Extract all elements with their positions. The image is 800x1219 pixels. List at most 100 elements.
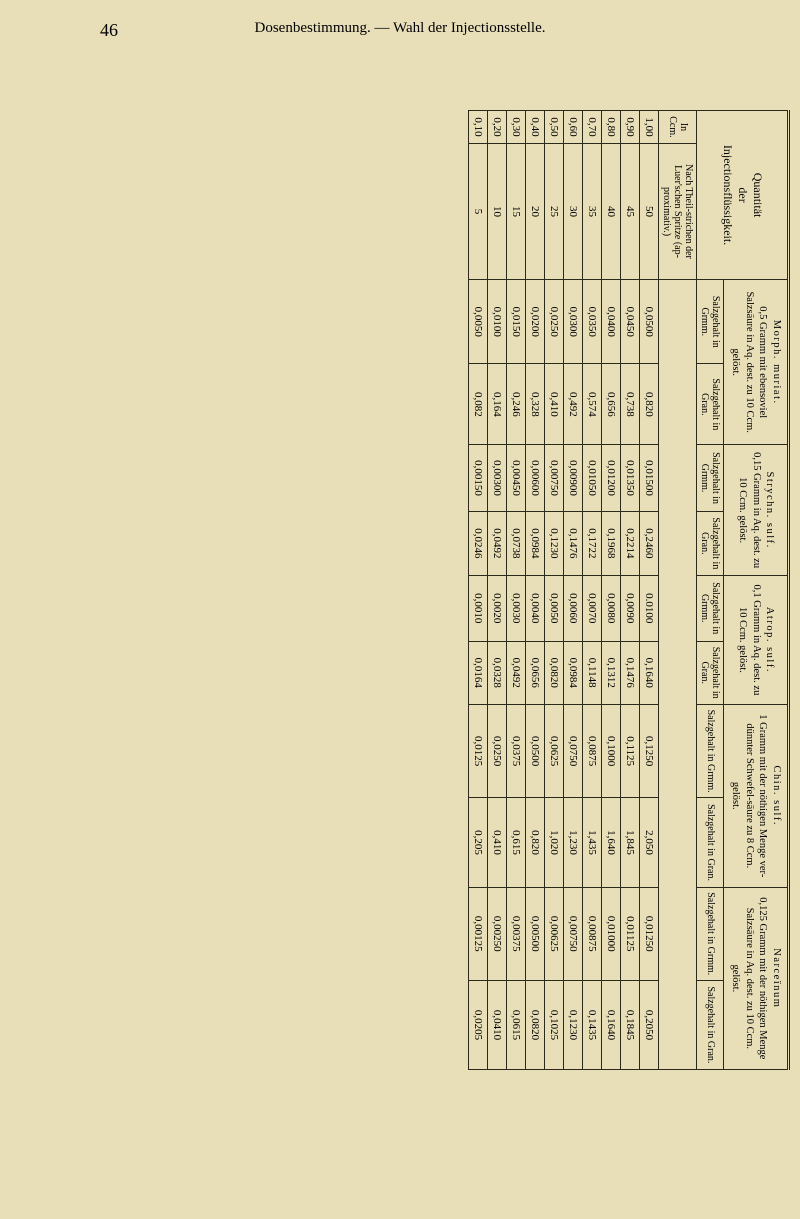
data-cell: 0,0090 <box>621 575 640 641</box>
data-cell: 0,00600 <box>526 445 545 512</box>
data-cell: 0,0500 <box>526 704 545 798</box>
data-cell: 0,01125 <box>621 887 640 980</box>
data-cell: 0,0350 <box>583 280 602 364</box>
data-cell: 0,0492 <box>507 641 526 704</box>
data-cell: 0,0875 <box>583 704 602 798</box>
data-cell: 35 <box>583 143 602 279</box>
data-cell: 0,1125 <box>621 704 640 798</box>
data-cell: 0,1025 <box>545 980 564 1069</box>
data-cell: 10 <box>488 143 507 279</box>
data-cell: 0,0150 <box>507 280 526 364</box>
data-cell: 0,00150 <box>469 445 488 512</box>
data-cell: 0,0750 <box>564 704 583 798</box>
data-cell: 0,0205 <box>469 980 488 1069</box>
page-title: Dosenbestimmung. — Wahl der Injectionsst… <box>40 20 760 37</box>
data-cell: 1,230 <box>564 798 583 887</box>
data-cell: 0,0300 <box>564 280 583 364</box>
data-cell: 0,0080 <box>602 575 621 641</box>
data-cell: 0,738 <box>621 364 640 445</box>
data-cell: 0,1435 <box>583 980 602 1069</box>
data-cell: 0,01250 <box>640 887 659 980</box>
table-row: 0,40200,02000,3280,006000,09840,00400,06… <box>526 111 545 1070</box>
data-cell: 0,01500 <box>640 445 659 512</box>
data-cell: 0,00750 <box>545 445 564 512</box>
table-row: 1,00500,05000,8200,015000,24600.01000,16… <box>640 111 659 1070</box>
data-cell: 0,50 <box>545 111 564 144</box>
data-cell: 0,0050 <box>545 575 564 641</box>
header-chin: Chin. sulf. 1 Gramm mit der nöthigen Men… <box>724 704 789 887</box>
data-cell: 0,1230 <box>545 511 564 575</box>
table-row: 0,80400,04000,6560,012000,19680,00800,13… <box>602 111 621 1070</box>
data-cell: 0,00125 <box>469 887 488 980</box>
data-cell: 0,0375 <box>507 704 526 798</box>
data-cell: 0,2050 <box>640 980 659 1069</box>
data-cell: 25 <box>545 143 564 279</box>
page-number: 46 <box>100 20 118 41</box>
data-cell: 0,0400 <box>602 280 621 364</box>
data-cell: 0,656 <box>602 364 621 445</box>
data-cell: 0,0164 <box>469 641 488 704</box>
data-cell: 0,0410 <box>488 980 507 1069</box>
data-cell: 0,0200 <box>526 280 545 364</box>
data-cell: 0,0020 <box>488 575 507 641</box>
sub-ccm: In Ccm. <box>659 111 697 144</box>
data-cell: 0,1312 <box>602 641 621 704</box>
table-row: 0,60300,03000,4920,009000,14760,00600,09… <box>564 111 583 1070</box>
header-atrop: Atrop. sulf. 0,1 Gramm in Aq. dest. zu 1… <box>724 575 789 704</box>
data-cell: 0,0615 <box>507 980 526 1069</box>
data-cell: 0,0984 <box>526 511 545 575</box>
data-cell: 0,0060 <box>564 575 583 641</box>
data-cell: 0,0100 <box>488 280 507 364</box>
sub-morph-gran: Salzgehalt in Gran. <box>697 364 724 445</box>
sub-str-grmm: Salzgehalt in Grmm. <box>697 445 724 512</box>
data-cell: 0,00750 <box>564 887 583 980</box>
data-cell: 0,1230 <box>564 980 583 1069</box>
data-cell: 0,00450 <box>507 445 526 512</box>
data-cell: 0,246 <box>507 364 526 445</box>
sub-morph-grmm: Salzgehalt in Grmm. <box>697 280 724 364</box>
data-cell: 0,0820 <box>526 980 545 1069</box>
data-cell: 0,492 <box>564 364 583 445</box>
data-cell: 45 <box>621 143 640 279</box>
data-cell: 1,435 <box>583 798 602 887</box>
data-cell: 0,01000 <box>602 887 621 980</box>
data-cell: 0,0125 <box>469 704 488 798</box>
table-row: 0,90450,04500,7380,013500,22140,00900,14… <box>621 111 640 1070</box>
data-cell: 0,0030 <box>507 575 526 641</box>
header-quantity: Quantität der Injectionsflüssigkeit. <box>697 111 789 280</box>
data-cell: 0,01200 <box>602 445 621 512</box>
sub-narc-gran: Salzgehalt in Gran. <box>697 980 724 1069</box>
header-narc: Narceïnum 0,125 Gramm mit der nöthigen M… <box>724 887 789 1069</box>
table-row: 0,1050,00500,0820,001500,02460,00100,016… <box>469 111 488 1070</box>
data-cell: 2,050 <box>640 798 659 887</box>
data-cell: 0,01350 <box>621 445 640 512</box>
sub-atr-grmm: Salzgehalt in Grmm. <box>697 575 724 641</box>
data-cell: 0,1476 <box>564 511 583 575</box>
data-cell: 0,00300 <box>488 445 507 512</box>
data-cell: 5 <box>469 143 488 279</box>
data-cell: 0,0492 <box>488 511 507 575</box>
data-cell: 15 <box>507 143 526 279</box>
data-cell: 0,1000 <box>602 704 621 798</box>
data-cell: 0,1968 <box>602 511 621 575</box>
data-cell: 0,90 <box>621 111 640 144</box>
data-cell: 0,0250 <box>488 704 507 798</box>
data-cell: 50 <box>640 143 659 279</box>
data-cell: 0,60 <box>564 111 583 144</box>
table-row: 0,70350,03500,5740,010500,17220,00700,11… <box>583 111 602 1070</box>
data-rows: 1,00500,05000,8200,015000,24600.01000,16… <box>469 111 659 1070</box>
header-morph: Morph. muriat. 0,5 Gramm mit ebensoviel … <box>724 280 789 445</box>
data-cell: 0,0328 <box>488 641 507 704</box>
data-cell: 0,0246 <box>469 511 488 575</box>
data-cell: 0,0040 <box>526 575 545 641</box>
data-cell: 0,1148 <box>583 641 602 704</box>
data-cell: 0,615 <box>507 798 526 887</box>
data-cell: 0,0070 <box>583 575 602 641</box>
data-cell: 0,2214 <box>621 511 640 575</box>
data-cell: 0,328 <box>526 364 545 445</box>
data-cell: 0,00375 <box>507 887 526 980</box>
data-cell: 0,00875 <box>583 887 602 980</box>
data-cell: 0,1640 <box>640 641 659 704</box>
data-cell: 0,00625 <box>545 887 564 980</box>
data-cell: 0,0656 <box>526 641 545 704</box>
